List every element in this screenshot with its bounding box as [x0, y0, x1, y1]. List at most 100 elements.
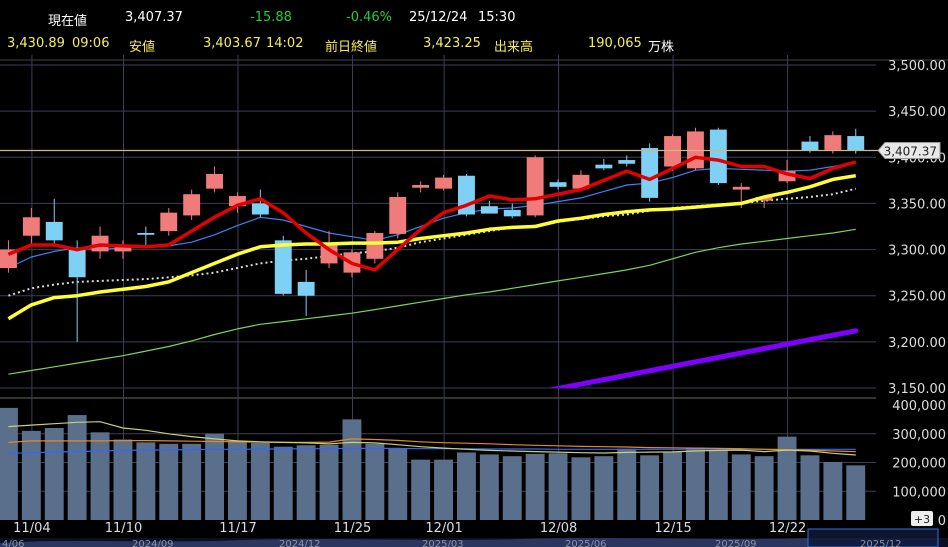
volume-bar: [640, 455, 660, 520]
navigator-label: 2024/09: [132, 539, 174, 547]
volume-bar: [0, 407, 18, 520]
volume-label: 出来高: [494, 40, 534, 55]
volume-tick-label: 400,000: [892, 399, 946, 414]
volume-tick-label: 200,000: [892, 457, 946, 472]
volume-bar: [617, 448, 637, 520]
navigator-area: [0, 538, 808, 547]
candle-body: [549, 182, 567, 187]
price-tick-label: 3,150.00: [888, 382, 946, 397]
candle-body: [183, 194, 201, 216]
x-tick-label: 11/17: [219, 521, 256, 536]
candle-body: [137, 232, 155, 235]
volume-series: [0, 407, 866, 520]
prev-close-price: 3,423.25: [423, 36, 481, 51]
x-tick-label: 11/04: [13, 521, 50, 536]
price-tick-label: 3,500.00: [888, 59, 946, 74]
volume-bar: [571, 457, 591, 520]
volume-bar: [388, 448, 408, 520]
change-value: -15.88: [250, 10, 292, 25]
candle-body: [618, 160, 636, 164]
current-label: 現在値: [48, 14, 88, 29]
volume-bar: [777, 436, 797, 520]
price-tick-label: 3,450.00: [888, 105, 946, 120]
change-percent: -0.46%: [346, 10, 392, 25]
navigator-label: 2024/12: [279, 539, 321, 547]
x-tick-label: 11/25: [334, 521, 371, 536]
volume-bar: [846, 465, 866, 520]
navigator-label: 4/06: [2, 539, 24, 547]
volume-bar: [365, 443, 385, 520]
high-time: 09:06: [72, 36, 110, 51]
volume-bar: [250, 442, 270, 520]
volume-tick-label: 100,000: [892, 485, 946, 500]
quote-date: 25/12/24: [409, 10, 468, 25]
volume-bar: [663, 451, 682, 520]
volume-bar: [90, 432, 110, 520]
candle-body: [45, 221, 63, 241]
candle-body: [526, 157, 544, 216]
high-price: 3,430.89: [7, 36, 65, 51]
ma25-line: [7, 173, 857, 321]
navigator-window: [807, 528, 939, 547]
price-series: [0, 127, 865, 388]
candle-body: [847, 136, 865, 151]
quote-header: 現在値 3,407.37 -15.88 -0.46% 25/12/24 15:3…: [0, 0, 948, 60]
price-tick-label: 3,350.00: [888, 197, 946, 212]
candle-body: [389, 196, 407, 234]
candle-body: [595, 164, 613, 169]
candle-body: [778, 171, 796, 182]
volume-bar: [44, 428, 64, 520]
candle-body: [229, 196, 246, 207]
low-price: 3,403.67: [203, 36, 261, 51]
volume-bar: [800, 455, 820, 520]
ma-purple-line: [549, 328, 859, 388]
volume-bar: [548, 453, 568, 520]
volume-bar: [205, 433, 224, 520]
price-tick-label: 3,200.00: [888, 336, 946, 351]
volume-bar: [686, 447, 705, 520]
candle-body: [824, 135, 842, 150]
last-price-marker: [877, 141, 941, 159]
ma-green-line: [8, 228, 856, 375]
volume-bar: [411, 459, 431, 520]
candle-body: [297, 281, 315, 296]
navigator-label: 2025/06: [565, 539, 607, 547]
volume-tick-label: 0: [938, 514, 946, 529]
volume-ma-blue-line: [8, 447, 856, 454]
candle-body: [664, 136, 681, 167]
price-tick-label: 3,300.00: [888, 244, 946, 259]
volume-bar: [708, 450, 728, 520]
volume-bar: [159, 443, 179, 520]
candle-body: [709, 129, 727, 184]
candle-body: [206, 173, 223, 189]
candle-body: [412, 184, 430, 188]
volume-bar: [182, 443, 202, 520]
candle-body: [480, 206, 498, 214]
candle-body: [22, 217, 40, 236]
volume-bar: [319, 444, 339, 520]
volume-ma-yellow-line: [8, 421, 856, 456]
volume-bar: [457, 452, 476, 520]
candle-body: [251, 203, 269, 215]
candle-body: [435, 177, 452, 189]
volume-bar: [67, 415, 87, 520]
candle-body: [572, 174, 590, 189]
volume-bar: [754, 456, 774, 520]
x-tick-label: 12/15: [654, 521, 691, 536]
x-tick-label: 11/10: [105, 521, 142, 536]
prev-close-label: 前日終値: [325, 40, 378, 55]
volume-bar: [113, 439, 133, 520]
last-price-label: 3,407.37: [884, 144, 937, 158]
candle-body: [801, 141, 819, 151]
candle-body: [755, 196, 773, 201]
volume-bar: [594, 456, 614, 520]
candle-body: [160, 212, 178, 232]
candle-body: [114, 244, 132, 252]
x-tick-label: 12/08: [540, 521, 577, 536]
volume-bar: [21, 430, 41, 520]
candle-body: [366, 232, 384, 259]
ma5-line: [7, 155, 857, 272]
volume-bar: [228, 440, 247, 520]
x-tick-label: 12/01: [425, 521, 462, 536]
